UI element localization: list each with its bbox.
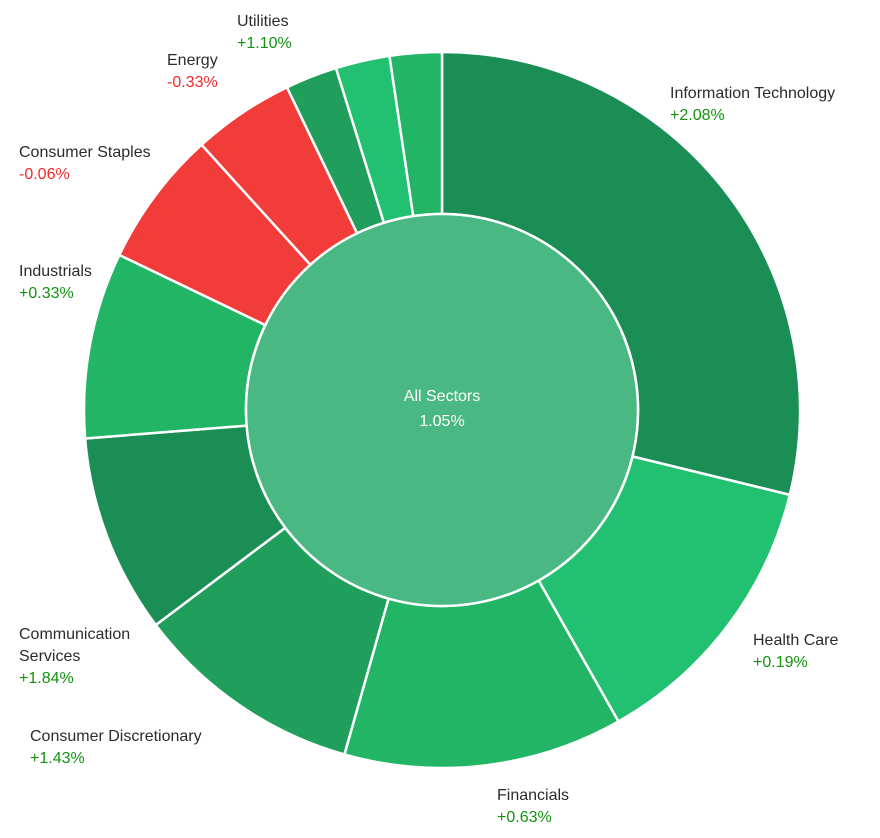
sector-change-utilities: +1.10% — [237, 35, 292, 52]
center-disc — [244, 212, 640, 608]
sector-change-energy: -0.33% — [167, 74, 218, 91]
sector-change-communication-services: +1.84% — [19, 670, 74, 687]
sector-label-industrials: Industrials — [19, 263, 92, 280]
sector-label-financials: Financials — [497, 787, 569, 804]
sector-labels: Information Technology +2.08% Health Care +… — [19, 13, 838, 826]
sector-change-consumer-discretionary: +1.43% — [30, 750, 85, 767]
sector-change-consumer-staples: -0.06% — [19, 166, 70, 183]
center-label: All Sectors — [404, 388, 480, 405]
sector-label-communication-services-line-1: Communication — [19, 626, 130, 643]
sector-label-health-care: Health Care — [753, 632, 838, 649]
sector-label-communication-services-line-2: Services — [19, 648, 80, 665]
donut-segments — [82, 50, 802, 770]
sector-change-information-technology: +2.08% — [670, 107, 725, 124]
sector-change-financials: +0.63% — [497, 809, 552, 826]
sector-label-consumer-staples: Consumer Staples — [19, 144, 151, 161]
center-value: 1.05% — [419, 413, 464, 430]
sector-label-energy: Energy — [167, 52, 218, 69]
sector-change-health-care: +0.19% — [753, 654, 808, 671]
sector-label-consumer-discretionary: Consumer Discretionary — [30, 728, 202, 745]
sector-label-utilities: Utilities — [237, 13, 289, 30]
sector-change-industrials: +0.33% — [19, 285, 74, 302]
sector-label-information-technology: Information Technology — [670, 85, 835, 102]
